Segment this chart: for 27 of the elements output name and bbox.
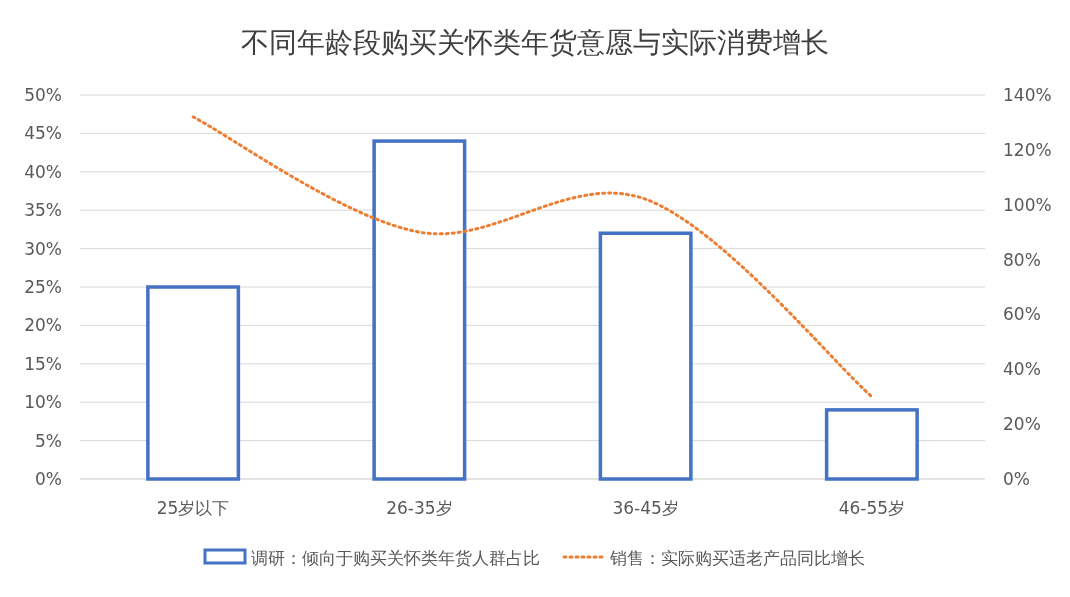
y-tick-label: 0%	[35, 469, 62, 489]
y2-tick-label: 40%	[1003, 359, 1041, 380]
legend-label: 销售：实际购买适老产品同比增长	[609, 548, 865, 568]
y2-tick-label: 140%	[1003, 85, 1052, 105]
x-tick-label: 36-45岁	[612, 498, 679, 518]
y2-tick-label: 20%	[1003, 414, 1041, 435]
line-series	[191, 115, 874, 399]
y-tick-label: 5%	[35, 430, 62, 451]
y-tick-label: 10%	[24, 392, 62, 413]
y2-tick-label: 100%	[1003, 194, 1052, 215]
y2-tick-label: 80%	[1003, 249, 1041, 270]
y-tick-label: 30%	[24, 238, 62, 259]
y-tick-label: 20%	[24, 315, 62, 336]
x-tick-label: 46-55岁	[838, 498, 906, 518]
y-tick-label: 15%	[24, 353, 62, 374]
y-tick-label: 25%	[24, 277, 62, 297]
y-tick-label: 50%	[24, 85, 62, 105]
y-tick-label: 45%	[24, 123, 62, 144]
y2-tick-label: 0%	[1003, 469, 1030, 489]
x-tick-label: 25岁以下	[156, 498, 230, 518]
x-tick-label: 26-35岁	[386, 498, 453, 518]
chart-title: 不同年龄段购买关怀类年货意愿与实际消费增长	[241, 26, 829, 59]
y2-tick-label: 120%	[1003, 139, 1052, 160]
legend-label: 调研：倾向于购买关怀类年货人群占比	[251, 548, 540, 568]
y-tick-label: 35%	[24, 200, 62, 221]
y-tick-label: 40%	[24, 161, 62, 182]
y2-tick-label: 60%	[1003, 304, 1041, 325]
